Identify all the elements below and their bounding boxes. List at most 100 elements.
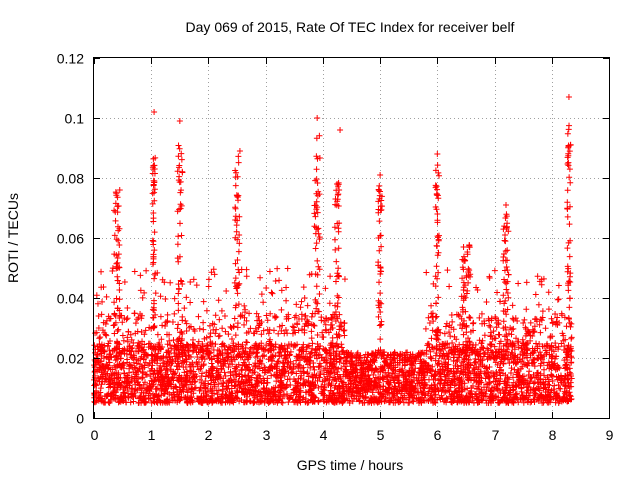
data-point	[325, 380, 332, 387]
data-point	[300, 348, 307, 355]
data-point	[182, 317, 189, 324]
data-point	[143, 267, 150, 274]
data-point	[554, 314, 561, 321]
data-point	[519, 363, 526, 370]
data-point	[95, 324, 102, 331]
data-point	[329, 390, 336, 397]
data-point	[555, 381, 562, 388]
data-point	[252, 340, 259, 347]
data-point	[228, 377, 235, 384]
data-point	[322, 326, 329, 333]
data-point	[356, 378, 363, 385]
data-point	[94, 300, 101, 307]
data-point	[430, 318, 437, 325]
data-point	[207, 373, 214, 380]
data-point	[306, 271, 313, 278]
data-point	[215, 398, 222, 405]
data-point	[186, 353, 193, 360]
data-point	[562, 336, 569, 343]
data-point	[174, 241, 181, 248]
data-point	[335, 179, 342, 186]
data-point	[263, 312, 270, 319]
data-point	[567, 179, 574, 186]
data-point	[495, 377, 502, 384]
data-point	[314, 115, 321, 121]
data-point	[182, 363, 189, 370]
data-point	[395, 380, 402, 387]
data-point	[113, 345, 120, 352]
data-point	[492, 314, 499, 321]
data-point	[548, 372, 555, 379]
data-point	[342, 363, 349, 370]
data-point	[518, 385, 525, 392]
data-point	[102, 331, 109, 338]
data-point	[157, 313, 164, 320]
data-point	[531, 323, 538, 330]
data-point	[186, 361, 193, 368]
data-point	[265, 330, 272, 337]
data-point	[356, 398, 363, 405]
data-point	[116, 242, 123, 249]
data-point	[204, 399, 211, 406]
data-point	[515, 344, 522, 351]
data-point	[207, 330, 214, 337]
data-point	[116, 349, 123, 356]
data-point	[448, 391, 455, 398]
data-point	[341, 320, 348, 327]
data-point	[301, 295, 308, 302]
data-point	[417, 385, 424, 392]
data-point	[101, 348, 108, 355]
data-point	[315, 364, 322, 371]
data-point	[285, 399, 292, 406]
data-point	[545, 386, 552, 393]
data-point	[517, 351, 524, 358]
data-point	[494, 396, 501, 403]
x-tick-label: 6	[434, 427, 442, 443]
data-point	[140, 346, 147, 353]
data-point	[236, 269, 243, 276]
data-point	[285, 370, 292, 377]
data-point	[174, 388, 181, 395]
x-tick-label: 3	[263, 427, 271, 443]
data-point	[308, 328, 315, 335]
data-point	[537, 316, 544, 323]
data-point	[294, 320, 301, 327]
data-point	[304, 343, 311, 350]
data-point	[504, 247, 511, 254]
data-point	[411, 368, 418, 375]
data-point	[541, 372, 548, 379]
data-point	[114, 327, 121, 334]
data-point	[258, 331, 265, 338]
data-point	[103, 293, 110, 300]
data-point	[164, 318, 171, 325]
data-point	[98, 345, 105, 352]
data-point	[215, 369, 222, 376]
data-point	[520, 320, 527, 327]
data-point	[112, 200, 119, 207]
data-point	[234, 192, 241, 199]
data-point	[114, 203, 121, 210]
data-point	[242, 361, 249, 368]
data-point	[275, 358, 282, 365]
data-point	[369, 389, 376, 396]
data-point	[278, 327, 285, 334]
data-point	[100, 319, 107, 326]
data-point	[218, 379, 225, 386]
data-point	[533, 369, 540, 376]
data-point	[149, 261, 156, 268]
data-point	[484, 381, 491, 388]
data-point	[157, 293, 164, 300]
data-point	[524, 346, 531, 353]
data-point	[237, 313, 244, 320]
data-point	[397, 350, 404, 357]
data-point	[183, 378, 190, 385]
data-point	[93, 292, 100, 299]
data-point	[460, 286, 467, 293]
data-point	[312, 245, 319, 252]
data-point	[132, 365, 139, 372]
data-point	[209, 385, 216, 392]
data-point	[443, 399, 450, 406]
data-point	[130, 352, 137, 359]
data-point	[154, 331, 161, 338]
